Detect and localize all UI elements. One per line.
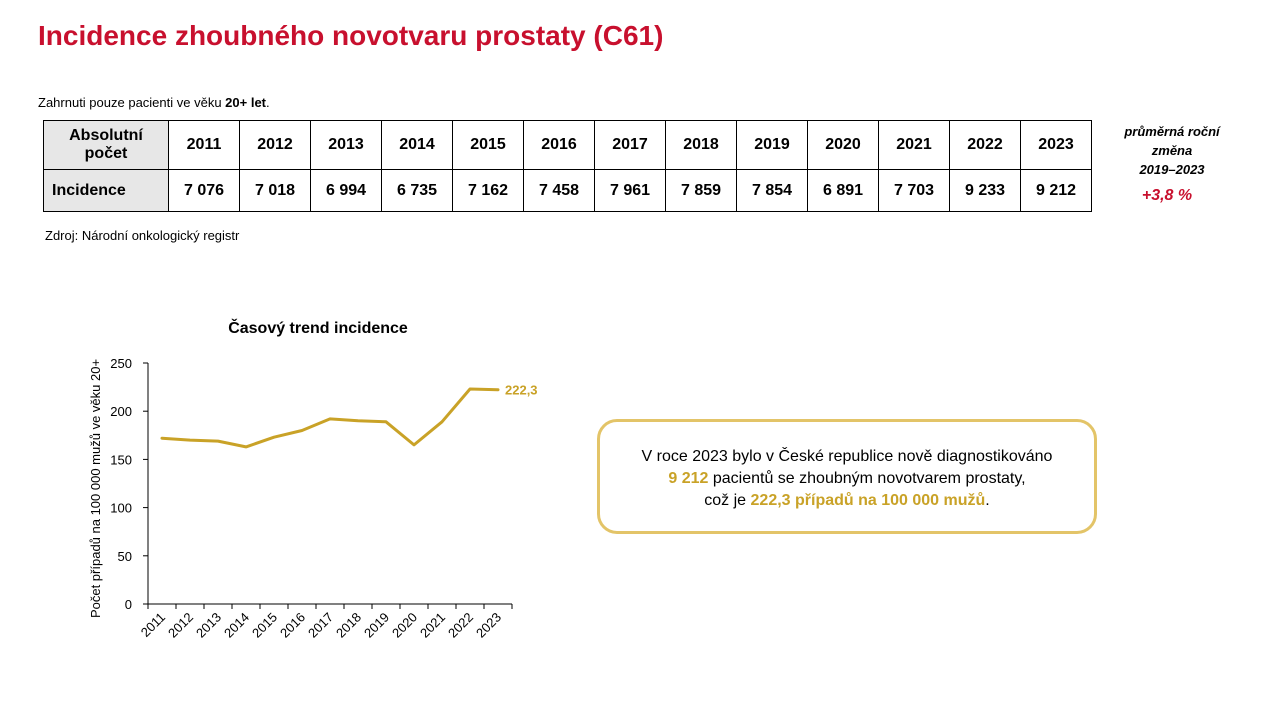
annual-change-label-line3: 2019–2023 <box>1139 162 1205 177</box>
summary-box: V roce 2023 bylo v České republice nově … <box>597 419 1097 534</box>
incidence-value: 6 891 <box>807 169 879 212</box>
incidence-value: 7 162 <box>452 169 524 212</box>
summary-line3-prefix: což je <box>704 492 751 509</box>
summary-line1: V roce 2023 bylo v České republice nově … <box>641 448 1053 465</box>
summary-line3-suffix: . <box>985 492 990 509</box>
y-tick-label: 200 <box>110 404 132 419</box>
year-header: 2023 <box>1020 120 1092 170</box>
age-note-prefix: Zahrnuti pouze pacienti ve věku <box>38 95 226 110</box>
summary-rate: 222,3 případů na 100 000 mužů <box>750 492 986 509</box>
year-header: 2020 <box>807 120 879 170</box>
header-label-cell: Absolutní počet <box>43 120 169 170</box>
header-label-line2: počet <box>84 145 128 162</box>
x-tick-label: 2022 <box>445 610 476 641</box>
incidence-value: 6 735 <box>381 169 453 212</box>
x-tick-label: 2018 <box>333 610 364 641</box>
age-note-suffix: . <box>266 95 270 110</box>
incidence-value: 7 703 <box>878 169 950 212</box>
year-header: 2011 <box>168 120 240 170</box>
x-tick-label: 2015 <box>249 610 280 641</box>
table-header-row: Absolutní počet 2011 2012 2013 2014 2015 … <box>43 120 1092 170</box>
y-tick-label: 250 <box>110 356 132 371</box>
table-row-incidence: Incidence 7 076 7 018 6 994 6 735 7 162 … <box>43 169 1092 212</box>
incidence-value: 7 854 <box>736 169 808 212</box>
incidence-value: 7 018 <box>239 169 311 212</box>
end-value-label: 222,3 <box>505 383 538 398</box>
annual-change-label-line1: průměrná roční <box>1124 124 1220 139</box>
incidence-value: 6 994 <box>310 169 382 212</box>
trend-line <box>160 387 500 449</box>
incidence-table: Absolutní počet 2011 2012 2013 2014 2015 … <box>43 120 1092 212</box>
year-header: 2017 <box>594 120 666 170</box>
page-title: Incidence zhoubného novotvaru prostaty (… <box>38 20 664 51</box>
x-tick-label: 2021 <box>417 610 448 641</box>
incidence-value: 9 212 <box>1020 169 1092 212</box>
year-header: 2019 <box>736 120 808 170</box>
y-tick-label: 0 <box>125 597 132 612</box>
year-header: 2021 <box>878 120 950 170</box>
chart-title: Časový trend incidence <box>228 320 408 337</box>
row-label-incidence: Incidence <box>43 169 169 212</box>
annual-change-label-line2: změna <box>1151 143 1193 158</box>
year-header: 2012 <box>239 120 311 170</box>
x-tick-label: 2017 <box>305 610 336 641</box>
year-header: 2015 <box>452 120 524 170</box>
x-tick-label: 2020 <box>389 610 420 641</box>
x-tick-label: 2023 <box>473 610 504 641</box>
summary-line2: pacientů se zhoubným novotvarem prostaty… <box>708 470 1026 487</box>
x-tick-label: 2014 <box>221 610 252 641</box>
x-tick-label: 2019 <box>361 610 392 641</box>
y-tick-label: 50 <box>118 549 132 564</box>
source-note: Zdroj: Národní onkologický registr <box>45 228 240 243</box>
header-label-line1: Absolutní <box>69 127 143 144</box>
incidence-value: 7 076 <box>168 169 240 212</box>
x-tick-label: 2013 <box>193 610 224 641</box>
incidence-value: 7 458 <box>523 169 595 212</box>
incidence-value: 7 859 <box>665 169 737 212</box>
x-tick-label: 2016 <box>277 610 308 641</box>
age-note-bold: 20+ let <box>225 95 267 110</box>
annual-change-value: +3,8 % <box>1141 187 1193 204</box>
year-header: 2016 <box>523 120 595 170</box>
y-tick-label: 150 <box>110 452 132 467</box>
age-note: Zahrnuti pouze pacienti ve věku 20+ let. <box>38 95 270 110</box>
annual-change-label: průměrná roční změna 2019–2023 <box>1112 122 1232 179</box>
summary-patient-count: 9 212 <box>668 470 709 487</box>
year-header: 2014 <box>381 120 453 170</box>
y-tick-label: 100 <box>110 501 132 516</box>
x-tick-label: 2012 <box>165 610 196 641</box>
y-axis-label: Počet případů na 100 000 mužů ve věku 20… <box>88 359 103 618</box>
x-tick-label: 2011 <box>138 610 168 640</box>
